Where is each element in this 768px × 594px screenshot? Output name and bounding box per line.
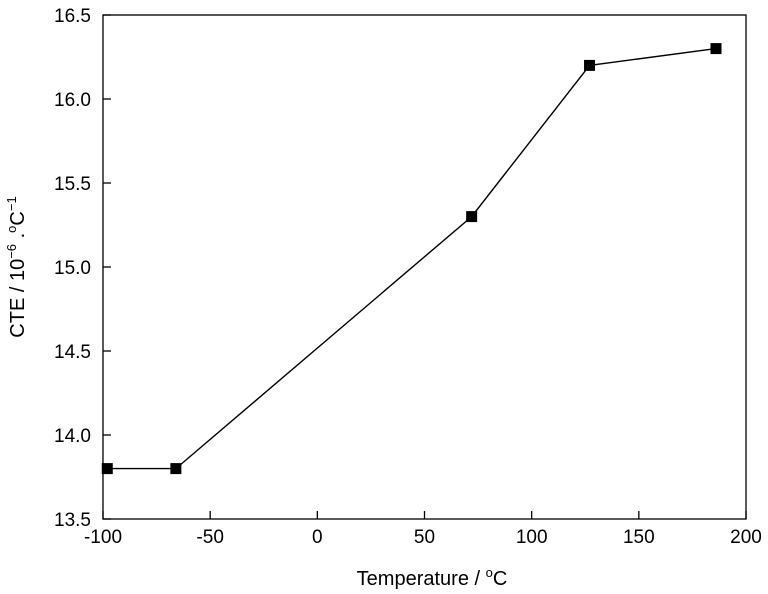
data-point xyxy=(101,463,113,475)
x-tick-label: -100 xyxy=(84,527,122,548)
y-tick-label: 15.5 xyxy=(54,174,91,195)
y-tick-label: 15.0 xyxy=(54,258,91,279)
x-axis-title: Temperature / oC xyxy=(357,565,508,590)
x-tick-label: 50 xyxy=(414,527,435,548)
plot-frame xyxy=(102,14,747,520)
x-axis-title-unit: C xyxy=(493,568,507,590)
y-tick-label: 14.0 xyxy=(54,426,91,447)
y-axis-title-main: CTE / 10 xyxy=(7,259,29,338)
x-axis-title-main: Temperature / xyxy=(357,568,486,590)
y-axis-title-exp: −6 xyxy=(4,244,19,259)
data-point xyxy=(170,463,182,475)
data-point xyxy=(710,43,722,55)
x-tick-label: 0 xyxy=(312,527,323,548)
y-tick-label: 16.5 xyxy=(54,6,91,27)
series-group xyxy=(101,43,722,475)
y-axis-title: CTE / 10−6 .oC−1 xyxy=(4,196,29,337)
y-tick-label: 13.5 xyxy=(54,510,91,531)
y-tick-label: 16.0 xyxy=(54,90,91,111)
x-tick-label: 150 xyxy=(623,527,655,548)
data-point xyxy=(584,59,596,71)
x-axis-ticks: -100 -50 0 50 100 150 200 xyxy=(84,511,762,548)
y-axis-title-unit: C xyxy=(7,211,29,225)
y-axis-title-degree-sup: o xyxy=(4,226,19,233)
x-axis-title-degree-sup: o xyxy=(486,565,493,580)
y-axis-ticks: 13.5 14.0 14.5 15.0 15.5 16.0 16.5 xyxy=(54,6,111,531)
x-tick-label: -50 xyxy=(196,527,223,548)
series-line xyxy=(107,47,717,470)
data-point xyxy=(466,211,478,223)
x-tick-label: 200 xyxy=(730,527,762,548)
y-tick-label: 14.5 xyxy=(54,342,91,363)
x-tick-label: 100 xyxy=(516,527,548,548)
y-axis-title-inv-exp: −1 xyxy=(4,196,19,211)
y-axis-title-dot: . xyxy=(7,233,29,244)
